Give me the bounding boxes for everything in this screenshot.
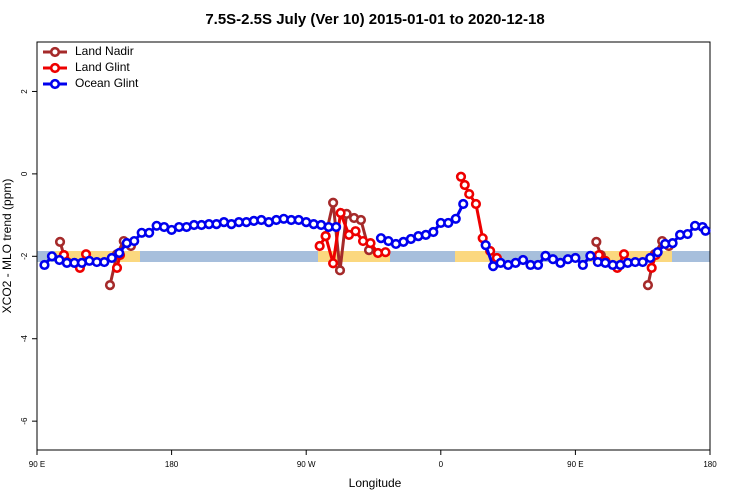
data-point xyxy=(114,247,125,259)
data-point xyxy=(555,257,566,268)
y-tick-label: -2 xyxy=(20,252,29,260)
data-point xyxy=(458,198,469,210)
data-point xyxy=(547,254,559,265)
data-point xyxy=(700,225,711,236)
data-point xyxy=(328,258,339,269)
land-band xyxy=(590,251,672,262)
data-point xyxy=(570,252,581,264)
data-point xyxy=(642,280,654,291)
data-point xyxy=(335,207,346,219)
data-point xyxy=(637,256,648,268)
x-tick-label: 90 E xyxy=(29,460,45,469)
y-tick-label: 2 xyxy=(20,89,29,94)
data-point xyxy=(365,238,376,249)
data-point xyxy=(350,226,361,237)
data-point xyxy=(331,221,342,233)
legend-label: Land Glint xyxy=(75,60,130,74)
data-point xyxy=(464,188,475,200)
legend-label: Land Nadir xyxy=(75,44,134,58)
x-tick-label: 90 E xyxy=(567,460,583,469)
chart-title: 7.5S-2.5S July (Ver 10) 2015-01-01 to 20… xyxy=(205,11,544,28)
x-tick-label: 90 W xyxy=(297,460,316,469)
data-point xyxy=(652,247,663,258)
data-point xyxy=(144,227,155,238)
data-point xyxy=(104,280,116,291)
x-tick-label: 0 xyxy=(439,460,444,469)
data-point xyxy=(129,235,140,247)
data-point xyxy=(99,256,110,268)
data-point xyxy=(470,198,482,210)
legend-marker xyxy=(49,62,61,74)
y-tick-label: 0 xyxy=(20,171,29,176)
data-point xyxy=(334,265,346,276)
data-point xyxy=(646,262,657,273)
legend-label: Ocean Glint xyxy=(75,76,139,90)
data-point xyxy=(54,236,66,247)
plot-frame xyxy=(36,41,711,451)
data-point xyxy=(46,251,58,262)
y-tick-label: -6 xyxy=(20,417,29,425)
data-point xyxy=(106,252,117,264)
data-point xyxy=(532,259,544,271)
data-point xyxy=(450,213,461,224)
x-tick-label: 180 xyxy=(165,460,179,469)
data-point xyxy=(39,259,50,271)
land-band xyxy=(318,251,390,262)
data-point xyxy=(585,250,596,261)
data-point xyxy=(618,249,630,260)
data-point xyxy=(455,171,467,182)
data-point xyxy=(480,240,491,251)
y-axis-label: XCO2 - MLO trend (ppm) xyxy=(0,179,14,314)
data-point xyxy=(459,179,470,191)
data-point xyxy=(428,226,439,238)
land-band xyxy=(455,251,490,262)
data-point xyxy=(380,247,391,258)
data-point xyxy=(645,252,656,264)
data-point xyxy=(111,262,123,273)
y-tick-label: -4 xyxy=(20,335,29,343)
x-tick-label: 180 xyxy=(703,460,717,469)
data-point xyxy=(682,228,693,240)
x-axis-label: Longitude xyxy=(349,476,402,490)
data-point xyxy=(667,238,678,249)
legend-marker xyxy=(49,46,61,58)
data-point xyxy=(328,197,339,208)
data-point xyxy=(517,254,529,266)
legend-marker xyxy=(49,78,61,90)
data-point xyxy=(591,236,602,247)
data-point xyxy=(314,240,325,252)
data-point xyxy=(320,231,331,242)
data-point xyxy=(443,217,454,229)
data-point xyxy=(577,259,588,271)
land-band xyxy=(55,251,140,262)
data-point xyxy=(355,214,367,226)
